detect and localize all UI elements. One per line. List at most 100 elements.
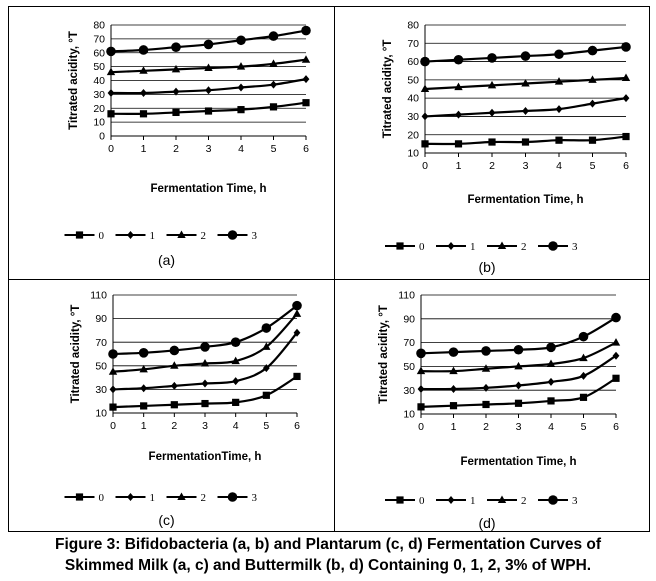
chart-c-x-title: FermentationTime, h [149, 451, 262, 463]
chart-a-series-2-point [139, 66, 148, 74]
chart-a-series-0-point [269, 103, 278, 111]
chart-d-series-3-point [611, 312, 621, 323]
chart-a-xtick-label: 1 [141, 143, 147, 155]
chart-a-series-2-point [301, 55, 311, 63]
chart-a-panel-label: (a) [158, 252, 175, 268]
chart-a-ytick-label: 70 [93, 33, 105, 45]
chart-a-legend-label: 0 [99, 230, 105, 242]
chart-b-series-3-point [554, 49, 564, 60]
chart-b-series-0-point [622, 132, 630, 141]
chart-a-series-0-point [302, 99, 310, 107]
chart-d-legend-label: 1 [470, 495, 476, 507]
chart-d-series-3-point [448, 347, 459, 357]
chart-c-series-1-point [232, 377, 240, 386]
chart-b-series-1-point [421, 112, 429, 121]
chart-b-series-1-point [589, 99, 596, 108]
chart-c-series-3-point [108, 349, 118, 359]
chart-c-series-2-point [231, 356, 240, 365]
chart-a-series-0 [107, 99, 310, 118]
chart-b-legend-marker [396, 242, 404, 250]
chart-d-series-1-point [547, 377, 555, 386]
chart-c-legend-label: 2 [201, 492, 207, 504]
chart-c-series-2-point [262, 342, 271, 350]
chart-c-ytick-label: 10 [95, 408, 107, 420]
chart-c-legend-marker [177, 492, 186, 500]
chart-a-series-3-point [301, 25, 311, 36]
chart-a-x-title: Fermentation Time, h [150, 183, 266, 195]
chart-b-ytick-label: 30 [407, 111, 419, 123]
chart-c-legend-marker [127, 493, 134, 501]
chart-c-xtick-label: 4 [233, 420, 239, 432]
chart-c-series-3-point [138, 348, 149, 358]
chart-c-series-2 [108, 309, 302, 375]
chart-c-xtick-label: 1 [141, 420, 147, 432]
chart-b-series-3-point [420, 56, 430, 67]
chart-a-legend-label: 1 [150, 230, 156, 242]
chart-a-series-1-point [270, 80, 277, 89]
chart-b-legend-label: 3 [572, 241, 578, 253]
chart-d-series-2-point [611, 338, 621, 346]
chart-d-ytick-label: 10 [403, 409, 415, 421]
chart-b-ytick-label: 70 [407, 38, 419, 50]
chart-b-x-title: Fermentation Time, h [467, 194, 583, 206]
chart-c-series-1-point [140, 384, 148, 393]
chart-d-series-0-point [417, 403, 425, 411]
chart-c-ytick-label: 110 [90, 290, 107, 302]
chart-c-y-title: Titrated acidity, °T [70, 305, 82, 404]
panel-d: 10 30 50 70 90 110 0 1 2 3 4 5 6 Fermentation Time, h… [334, 279, 650, 532]
chart-d-legend-label: 3 [572, 495, 578, 507]
chart-d-ytick-label: 50 [403, 361, 415, 373]
chart-b-series-3-point [621, 42, 631, 52]
chart-a-legend-label: 3 [252, 230, 258, 242]
chart-c-series-3-point [169, 345, 180, 356]
chart-b-ytick-label: 50 [407, 74, 419, 86]
chart-a-series-1-point [107, 88, 115, 97]
chart-b-series-2-point [588, 75, 597, 83]
chart-d-series-0-point [547, 397, 555, 405]
chart-d-series-2-point [481, 364, 491, 372]
chart-b-legend-marker [447, 242, 455, 250]
chart-b-series-0-point [421, 140, 429, 148]
chart-b-series-0-point [454, 140, 463, 148]
chart-b-legend-marker [497, 241, 507, 249]
chart-b-series-2-point [521, 79, 530, 87]
chart-c-series-0-point [109, 403, 117, 411]
chart-d-xtick-label: 4 [548, 421, 554, 433]
chart-c-xtick-label: 3 [202, 420, 208, 432]
chart-d-xtick-label: 2 [483, 421, 489, 433]
chart-c-series-0-point [293, 372, 301, 381]
chart-c-legend-label: 0 [99, 492, 105, 504]
caption-line-2: Skimmed Milk (a, c) and Buttermilk (b, d… [64, 557, 592, 574]
chart-d-legend: 0 1 2 3 [385, 495, 578, 507]
chart-c-series-0 [109, 372, 301, 411]
chart-d-series-2 [416, 338, 621, 375]
chart-a-series-3-point [106, 46, 116, 57]
chart-c-series-0-point [140, 402, 148, 410]
chart-d-series-3-point [481, 346, 491, 356]
chart-d-series-3-point [416, 348, 426, 359]
chart-d-xtick-label: 3 [516, 421, 522, 433]
chart-b-xtick-label: 4 [556, 160, 562, 172]
chart-c-series-3-point [292, 300, 302, 311]
chart-c-series-1-point [201, 379, 209, 388]
chart-c-series-3 [108, 300, 302, 359]
chart-b-series-2-point [454, 82, 463, 91]
chart-d-series-3-point [546, 342, 556, 353]
chart-a-series-2-point [269, 59, 278, 67]
chart-b-ytick-label: 10 [407, 148, 419, 160]
chart-b-series-1-point [455, 110, 462, 119]
chart-a-legend: 0 1 2 3 [64, 230, 258, 242]
chart-d-series-2-point [546, 359, 556, 368]
chart-b-series-0 [421, 132, 630, 148]
chart-a-series-0-point [139, 110, 148, 118]
chart-b-series-3-point [487, 53, 497, 63]
chart-a-series-2-point [236, 62, 246, 70]
chart-c-series-1-point [262, 364, 270, 373]
chart-a-ytick-label: 20 [93, 103, 105, 115]
chart-d-series-3-point [513, 344, 524, 355]
chart-a-y-title: Titrated acidity, °T [68, 31, 80, 130]
